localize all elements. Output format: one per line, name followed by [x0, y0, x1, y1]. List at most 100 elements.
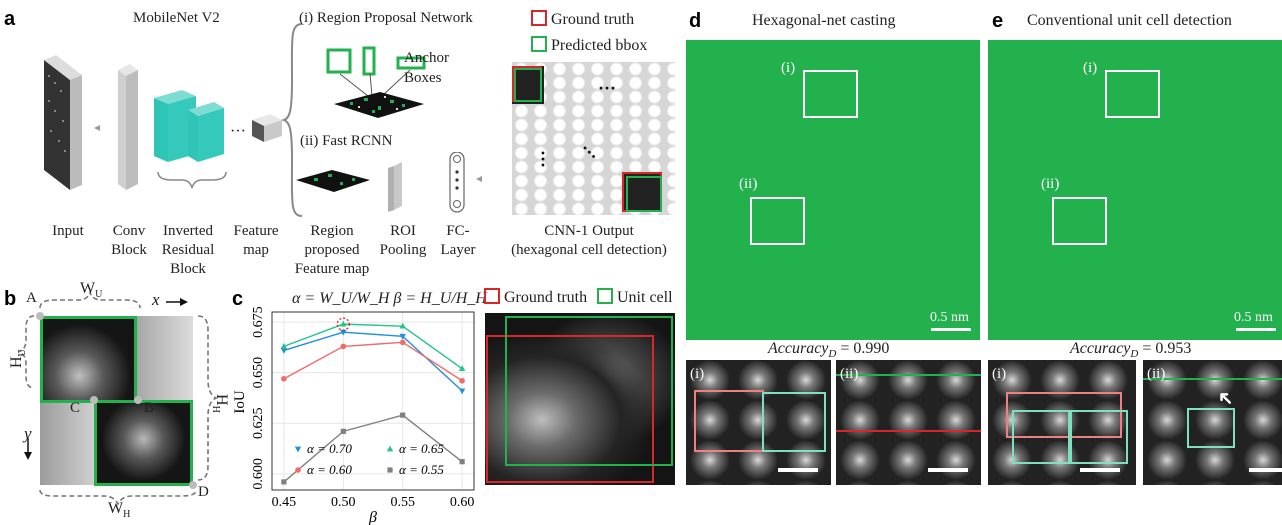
alpha-beta-formula: α = W_U/W_H β = H_U/H_H — [292, 290, 487, 307]
legend-entry: α = 0.70 — [307, 441, 352, 456]
micro-unit-cell-box — [505, 316, 673, 466]
e-inset-marker-ii: (ii) — [1041, 176, 1060, 192]
legend-entry: α = 0.65 — [399, 441, 444, 456]
point-c: C — [70, 400, 81, 416]
x-tick-label: 0.60 — [450, 495, 475, 510]
c-ground-truth-swatch — [484, 288, 500, 304]
series-line — [283, 323, 463, 370]
panel-b-annotations — [17, 291, 218, 506]
output-dots-3: ··· — [575, 138, 603, 166]
wu-sub: U — [95, 289, 103, 301]
y-axis-label: y — [24, 424, 32, 443]
panel-d-label: d — [689, 10, 702, 32]
output-crop-2 — [622, 172, 662, 212]
unit-cell-upper — [40, 316, 137, 403]
x-tick-label: 0.45 — [272, 495, 297, 510]
output-pred-box-2 — [626, 176, 662, 212]
legend-predicted-label: Predicted bbox — [551, 37, 648, 54]
chart-legend: α = 0.70 α = 0.65 α = 0.60 α = 0.55 — [294, 441, 444, 477]
output-dots-1: ··· — [598, 78, 617, 98]
d-inset-ii-scale — [928, 468, 968, 472]
mobilenet-diagram: ··· — [44, 55, 282, 190]
x-tick-label: 0.50 — [331, 495, 356, 510]
e-inset-i: (i) — [988, 360, 1136, 485]
data-point — [399, 339, 406, 346]
conv-block — [118, 64, 138, 190]
hh-sub: H — [209, 405, 221, 413]
e-scale-bar-label: 0.5 nm — [1234, 310, 1273, 325]
e-inset-i-pred-1 — [1012, 410, 1072, 464]
legend-c-ground-truth-label: Ground truth — [504, 289, 588, 306]
wu-main: W — [80, 280, 96, 297]
d-scale-bar-label: 0.5 nm — [930, 310, 969, 325]
hu-main: H — [8, 356, 25, 368]
network-title: MobileNet V2 — [133, 10, 220, 26]
legend-predicted: Predicted bbox — [531, 36, 647, 55]
stage-label-conv: Conv Block — [111, 223, 147, 258]
data-point — [399, 322, 406, 329]
feature-map-block — [252, 114, 282, 142]
fast-rcnn-illustration — [296, 152, 482, 213]
stage-label-fc-layer: FC- Layer — [440, 223, 476, 258]
d-inset-marker-ii: (ii) — [739, 176, 758, 192]
data-point — [340, 320, 347, 327]
stage-label-input: Input — [52, 223, 84, 239]
e-accuracy: AccuracyD = 0.953 — [1070, 340, 1191, 360]
d-inset-i-label: (i) — [690, 366, 705, 382]
hh-main: H — [213, 394, 230, 406]
data-point — [294, 446, 302, 453]
panel-e-title: Conventional unit cell detection — [1027, 12, 1232, 29]
stage-label-cnn-output: CNN-1 Output (hexagonal cell detection) — [511, 223, 667, 258]
wu-label: WU — [80, 280, 102, 300]
legend-entry: α = 0.55 — [399, 462, 444, 477]
data-point — [280, 342, 288, 349]
output-pred-box-1 — [514, 68, 542, 102]
chart-ticks: 0.45 0.50 0.55 0.60 0.600 0.625 0.650 0.675 — [251, 306, 474, 510]
unit-cell-micrograph-e: (i) (ii) 0.5 nm — [988, 40, 1282, 340]
legend-entry: α = 0.60 — [307, 462, 352, 477]
e-inset-i-label: (i) — [992, 366, 1007, 382]
data-point — [387, 467, 393, 473]
stage-label-inverted-residual: Inverted Residual Block — [161, 223, 215, 277]
cnn-output-image: ··· ··· ··· — [512, 62, 675, 215]
e-inset-marker-i: (i) — [1083, 60, 1098, 76]
inverted-residual-blocks — [154, 90, 224, 162]
e-accuracy-label: Accuracy — [1070, 340, 1131, 357]
data-point — [458, 365, 466, 372]
c-unit-cell-swatch — [597, 288, 613, 304]
d-inset-i-gt — [694, 390, 764, 452]
stage-label-feature-map: Feature map — [233, 223, 279, 258]
wh-label: WH — [108, 500, 130, 520]
panel-b-label: b — [4, 288, 17, 310]
background-right — [137, 316, 193, 400]
d-inset-ii-line-1 — [836, 374, 981, 376]
y-tick-label: 0.650 — [251, 357, 266, 389]
data-point — [399, 333, 406, 340]
wh-main: W — [108, 500, 124, 517]
e-inset-ii-label: (ii) — [1147, 366, 1166, 382]
d-accuracy-sub: D — [828, 348, 837, 361]
y-axis-title: IoU — [232, 390, 248, 413]
x-axis-label: x — [152, 290, 160, 309]
data-point — [459, 377, 465, 384]
y-tick-label: 0.675 — [251, 306, 266, 338]
data-point — [281, 479, 287, 485]
ground-truth-swatch — [531, 10, 547, 26]
rpn-illustration — [326, 46, 426, 118]
d-inset-i: (i) — [686, 360, 831, 485]
rpn-title: (i) Region Proposal Network — [299, 10, 473, 26]
series-line — [283, 414, 463, 483]
d-inset-box-i — [803, 70, 858, 118]
chart-series — [280, 317, 466, 485]
output-dots-2: ··· — [533, 150, 553, 169]
d-inset-i-scale — [778, 468, 818, 472]
input-image-block — [44, 55, 82, 190]
big-brace — [280, 23, 303, 217]
iou-chart: 0.45 0.50 0.55 0.60 0.600 0.625 0.650 0.675 β I… — [232, 306, 475, 525]
series-line — [283, 331, 463, 392]
e-accuracy-value: = 0.953 — [1142, 340, 1192, 357]
d-inset-ii: (ii) — [836, 360, 981, 485]
d-accuracy-label: Accuracy — [768, 340, 829, 357]
data-point — [340, 428, 346, 434]
e-inset-box-i — [1105, 70, 1160, 118]
